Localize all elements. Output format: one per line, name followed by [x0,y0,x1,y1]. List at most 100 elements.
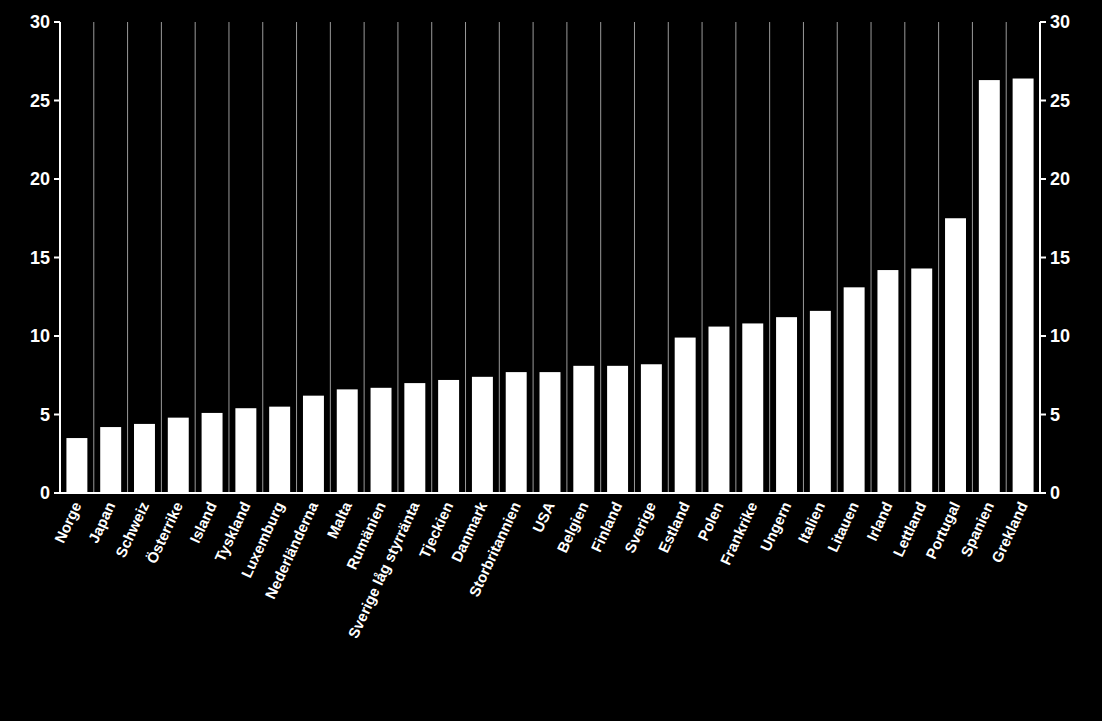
bar [337,389,358,493]
bar [945,218,966,493]
grid-line [262,22,263,493]
bar [641,364,662,493]
bar [202,413,223,493]
grid-line [837,22,838,493]
grid-line [972,22,973,493]
y2-tick-label: 25 [1050,91,1070,111]
y-tick-label: 0 [40,483,50,503]
y-tick [54,414,60,416]
bar [675,338,696,493]
y-tick-label: 10 [30,326,50,346]
bars [66,79,1033,493]
background [0,0,1102,721]
bar [235,408,256,493]
bar [573,366,594,493]
x-tick-label: Grekland [988,499,1031,565]
x-tick-label: Ungern [757,499,795,554]
x-axis [60,492,1040,494]
grid-line [228,22,229,493]
y-tick-label: 30 [30,12,50,32]
bar [877,270,898,493]
x-tick-label: Frankrike [717,499,761,567]
x-tick-label: Sverige [621,499,659,555]
y2-tick-label: 30 [1050,12,1070,32]
x-tick-label: Litauen [824,499,862,555]
y2-tick [1040,100,1046,102]
y2-tick-label: 20 [1050,169,1070,189]
bar [708,327,729,493]
y-tick [54,492,60,494]
bar [438,380,459,493]
grid-line [938,22,939,493]
x-tick-label: Island [186,499,220,545]
y2-tick [1040,178,1046,180]
y2-tick [1040,335,1046,337]
grid-line [904,22,905,493]
grid-line [195,22,196,493]
bar [540,372,561,493]
bar [100,427,121,493]
grid-line [161,22,162,493]
x-tick-label: Österrike [143,499,186,566]
y-tick-label: 5 [40,405,50,425]
grid-line [566,22,567,493]
grid-line [735,22,736,493]
bar [404,383,425,493]
bar [979,80,1000,493]
x-tick-label: Nederländerna [261,498,321,601]
x-tick-label: Irland [863,499,896,543]
grid-line [499,22,500,493]
y2-tick-label: 5 [1050,405,1060,425]
bar [371,388,392,493]
y-tick-label: 15 [30,248,50,268]
y2-tick-label: 10 [1050,326,1070,346]
bar [303,396,324,493]
grid-line [634,22,635,493]
grid-line [93,22,94,493]
y2-tick [1040,257,1046,259]
grid-line [702,22,703,493]
bar [810,311,831,493]
grid-line [330,22,331,493]
x-tick-label: Storbritannien [465,499,524,599]
y-tick-label: 25 [30,91,50,111]
x-tick-label: USA [529,499,558,535]
chart: 051015202530051015202530NorgeJapanSchwei… [0,0,1102,721]
bar [506,372,527,493]
y2-tick [1040,414,1046,416]
grid-line [668,22,669,493]
x-tick-label: Japan [85,499,119,545]
bar [742,323,763,493]
grid-line [1006,22,1007,493]
x-tick-label: Norge [51,499,85,545]
y-tick-label: 20 [30,169,50,189]
x-tick-label: Estland [655,499,693,555]
bar [269,407,290,493]
bar [472,377,493,493]
grid-line [465,22,466,493]
x-tick-label: Italien [794,499,828,545]
bar [168,418,189,493]
y-tick [54,257,60,259]
y-tick [54,178,60,180]
y-tick [54,335,60,337]
x-tick-label: Sverige låg styrränta [344,498,422,640]
x-tick-label: Belgien [553,499,591,555]
grid-line [364,22,365,493]
y2-tick-label: 0 [1050,483,1060,503]
x-tick-label: Malta [323,498,355,541]
grid-line [533,22,534,493]
grid-line [600,22,601,493]
y-tick [54,21,60,23]
bar [844,287,865,493]
grid-line [296,22,297,493]
bar [66,438,87,493]
y-tick [54,100,60,102]
bar [607,366,628,493]
x-tick-label: Finland [587,499,625,555]
grid-line [803,22,804,493]
y2-tick [1040,492,1046,494]
grid-line [871,22,872,493]
y2-tick [1040,21,1046,23]
grid-line [431,22,432,493]
